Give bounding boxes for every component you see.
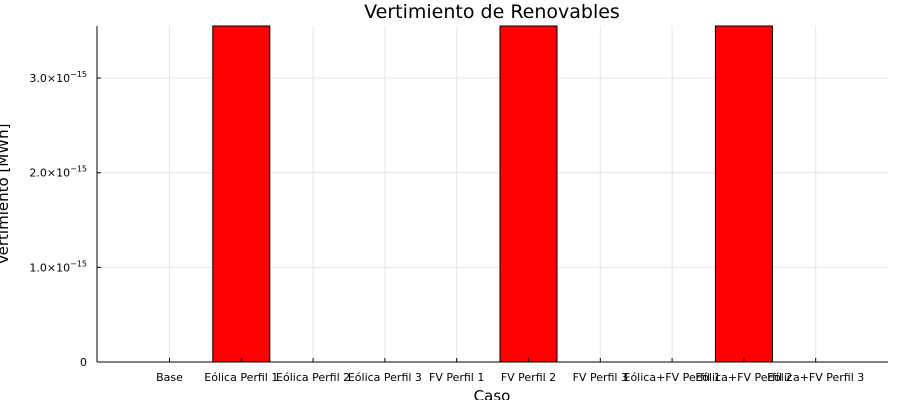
- x-tick-label: Eólica Perfil 2: [276, 371, 350, 384]
- bars: [212, 25, 773, 363]
- y-axis-label: Vertimiento [MWh]: [0, 124, 12, 265]
- x-tick-label: Eólica Perfil 3: [348, 371, 422, 384]
- x-tick-label: FV Perfil 1: [429, 371, 484, 384]
- x-tick-label: Eólica+FV Perfil 2: [695, 371, 792, 384]
- bar: [212, 25, 271, 363]
- x-tick-label: FV Perfil 3: [573, 371, 628, 384]
- x-tick-label: Eólica+FV Perfil 3: [767, 371, 864, 384]
- bar: [714, 25, 773, 363]
- x-axis-label: Caso: [474, 387, 511, 400]
- y-tick-label: 2.0×10−15: [29, 165, 87, 180]
- y-ticks: 0 1.0×10−15 2.0×10−15 3.0×10−15: [29, 70, 101, 369]
- x-tick-label: FV Perfil 2: [501, 371, 556, 384]
- x-tick-label: Eólica Perfil 1: [204, 371, 278, 384]
- bar: [499, 25, 558, 363]
- y-tick-label: 0: [80, 356, 87, 369]
- x-tick-label: Eólica+FV Perfil 1: [624, 371, 721, 384]
- y-tick-label: 3.0×10−15: [29, 70, 87, 85]
- x-tick-label: Base: [156, 371, 183, 384]
- chart-title: Vertimiento de Renovables: [364, 1, 620, 23]
- y-tick-label: 1.0×10−15: [29, 259, 87, 274]
